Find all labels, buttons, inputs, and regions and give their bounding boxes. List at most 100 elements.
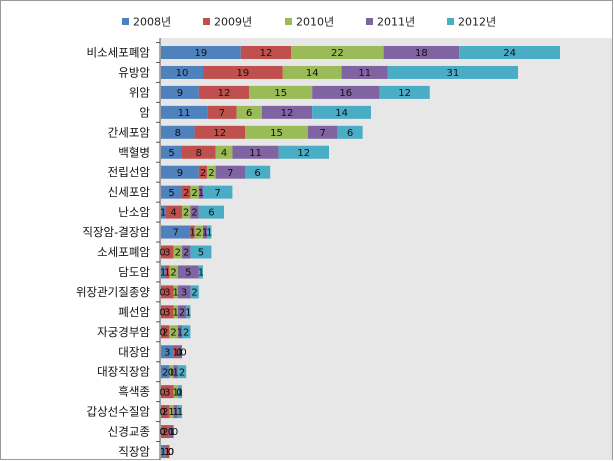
value-label: 0 bbox=[176, 387, 182, 398]
value-label: 0 bbox=[176, 347, 182, 358]
bar-segment bbox=[169, 425, 174, 439]
value-label: 3 bbox=[164, 347, 170, 358]
value-label: 1 bbox=[173, 387, 179, 398]
value-label: 2 bbox=[162, 327, 168, 338]
value-label: 4 bbox=[221, 148, 227, 159]
value-label: 7 bbox=[320, 128, 326, 139]
value-label: 3 bbox=[181, 288, 187, 299]
value-label: 2 bbox=[191, 288, 197, 299]
value-label: 12 bbox=[398, 88, 411, 99]
value-label: 8 bbox=[175, 128, 181, 139]
bar-segment bbox=[198, 205, 224, 219]
value-label: 2 bbox=[183, 208, 189, 219]
value-label: 12 bbox=[213, 128, 226, 139]
value-label: 0 bbox=[159, 327, 165, 338]
value-label: 1 bbox=[168, 367, 174, 378]
value-label: 0 bbox=[168, 447, 174, 458]
bar-segment bbox=[245, 125, 308, 139]
value-label: 1 bbox=[168, 407, 174, 418]
legend-swatch bbox=[366, 18, 373, 25]
bar-segment bbox=[161, 265, 166, 279]
value-label: 9 bbox=[177, 168, 183, 179]
value-label: 3 bbox=[164, 288, 170, 299]
value-label: 3 bbox=[164, 248, 170, 259]
bar-segment bbox=[161, 385, 174, 399]
bar-segment bbox=[278, 145, 329, 159]
value-label: 10 bbox=[176, 68, 189, 79]
bar-segment bbox=[161, 305, 174, 319]
value-label: 3 bbox=[164, 307, 170, 318]
value-label: 1 bbox=[168, 427, 174, 438]
value-label: 8 bbox=[196, 148, 202, 159]
bar-segment bbox=[459, 46, 560, 59]
value-label: 1 bbox=[202, 228, 208, 239]
category-label: 자궁경부암 bbox=[97, 325, 150, 339]
category-label: 소세포폐암 bbox=[97, 245, 150, 259]
bar-segment bbox=[312, 105, 371, 119]
value-label: 1 bbox=[185, 307, 191, 318]
category-labels: 비소세포폐암유방암위암암간세포암백혈병전립선암신세포암난소암직장암-결장암소세포… bbox=[76, 46, 150, 459]
legend: 2008년 2009년 2010년 2011년 2012년 bbox=[122, 16, 496, 29]
value-label: 1 bbox=[189, 228, 195, 239]
bar-segment bbox=[169, 265, 178, 279]
value-label: 0 bbox=[168, 447, 174, 458]
value-label: 0 bbox=[168, 447, 174, 458]
legend-label: 2009년 bbox=[214, 16, 252, 29]
bar-segment bbox=[182, 325, 191, 339]
bar-segment bbox=[177, 285, 191, 299]
category-label: 신경교종 bbox=[108, 425, 150, 439]
value-label: 5 bbox=[198, 248, 204, 259]
bar-segment bbox=[161, 165, 199, 179]
bar-segment bbox=[173, 345, 178, 359]
value-label: 1 bbox=[206, 228, 212, 239]
value-label: 0 bbox=[168, 367, 174, 378]
bar-segment bbox=[245, 165, 271, 179]
value-label: 11 bbox=[358, 68, 371, 79]
category-label: 흑색종 bbox=[118, 385, 150, 399]
bar-segment bbox=[198, 185, 203, 199]
bar-segment bbox=[232, 145, 279, 159]
value-label: 2 bbox=[162, 427, 168, 438]
value-label: 12 bbox=[218, 88, 231, 99]
value-label: 1 bbox=[160, 268, 166, 279]
legend-label: 2010년 bbox=[296, 16, 334, 29]
value-label: 2 bbox=[208, 168, 214, 179]
category-label: 백혈병 bbox=[118, 145, 150, 159]
bar-segment bbox=[161, 225, 191, 239]
bar-segment bbox=[194, 225, 203, 239]
bar-segment bbox=[190, 245, 212, 259]
value-label: 24 bbox=[503, 48, 516, 59]
category-ticks bbox=[156, 42, 160, 443]
value-label: 6 bbox=[208, 208, 214, 219]
bar-segment bbox=[165, 445, 170, 458]
value-label: 0 bbox=[159, 427, 165, 438]
bar-segment bbox=[161, 65, 203, 79]
value-label: 16 bbox=[339, 88, 352, 99]
bar-segment bbox=[190, 225, 195, 239]
bar-segment bbox=[173, 285, 178, 299]
value-label: 14 bbox=[306, 68, 319, 79]
bar-segment bbox=[161, 425, 170, 439]
bar-segment bbox=[308, 125, 338, 139]
bar-segment bbox=[387, 65, 518, 79]
legend-swatch bbox=[203, 18, 210, 25]
bar-segment bbox=[177, 345, 182, 359]
bar-segment bbox=[161, 245, 174, 259]
bar-segment bbox=[337, 125, 363, 139]
value-label: 0 bbox=[159, 407, 165, 418]
bar-segment bbox=[177, 365, 187, 379]
value-label: 0 bbox=[159, 288, 165, 299]
bar-segment bbox=[161, 105, 208, 119]
value-label: 19 bbox=[195, 48, 208, 59]
bar-segment bbox=[165, 205, 182, 219]
bar-segment bbox=[182, 245, 191, 259]
value-label: 2 bbox=[170, 268, 176, 279]
bar-segment bbox=[182, 185, 191, 199]
value-label: 2 bbox=[162, 367, 168, 378]
bar-segment bbox=[236, 105, 262, 119]
legend-label: 2011년 bbox=[377, 16, 415, 29]
bar-segment bbox=[190, 205, 199, 219]
value-label: 2 bbox=[179, 367, 185, 378]
bar-segment bbox=[169, 405, 174, 419]
value-label: 5 bbox=[168, 148, 174, 159]
